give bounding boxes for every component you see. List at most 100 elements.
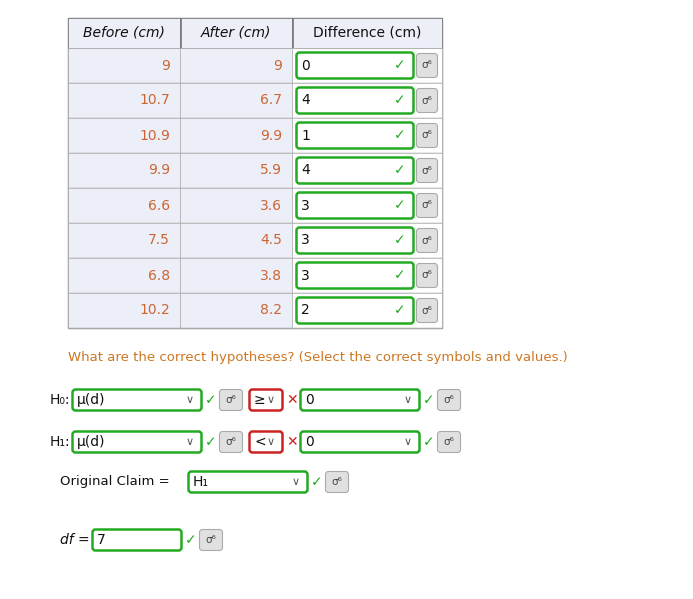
Text: 3.6: 3.6	[260, 198, 282, 213]
Bar	[68, 18, 180, 48]
Text: ✓: ✓	[394, 304, 406, 317]
Text: ∨: ∨	[186, 437, 194, 447]
Text: 3: 3	[301, 198, 310, 213]
Text: ✕: ✕	[286, 435, 297, 449]
FancyBboxPatch shape	[297, 53, 414, 78]
Text: ✓: ✓	[394, 129, 406, 143]
FancyBboxPatch shape	[297, 158, 414, 183]
FancyBboxPatch shape	[416, 89, 437, 113]
FancyBboxPatch shape	[416, 159, 437, 183]
Text: ✓: ✓	[185, 533, 197, 547]
Text: 3.8: 3.8	[260, 268, 282, 283]
Text: ✓: ✓	[394, 234, 406, 247]
FancyBboxPatch shape	[437, 431, 461, 452]
FancyBboxPatch shape	[416, 123, 437, 147]
Text: 1: 1	[301, 129, 310, 143]
Text: 10.2: 10.2	[139, 304, 170, 317]
Text: <: <	[254, 435, 265, 449]
FancyBboxPatch shape	[416, 228, 437, 253]
FancyBboxPatch shape	[416, 298, 437, 322]
FancyBboxPatch shape	[416, 53, 437, 77]
FancyBboxPatch shape	[220, 389, 243, 410]
Text: Difference (cm): Difference (cm)	[313, 26, 421, 40]
Bar	[68, 48, 180, 83]
Text: 0: 0	[301, 59, 310, 72]
Bar	[68, 223, 180, 258]
Bar	[292, 48, 442, 83]
Bar	[292, 18, 293, 328]
Bar	[180, 18, 292, 48]
Text: 9.9: 9.9	[260, 129, 282, 143]
Text: 8.2: 8.2	[260, 304, 282, 317]
Text: ✓: ✓	[311, 475, 323, 489]
Text: Original Claim =: Original Claim =	[60, 476, 170, 489]
FancyBboxPatch shape	[297, 228, 414, 253]
FancyBboxPatch shape	[297, 123, 414, 149]
FancyBboxPatch shape	[297, 262, 414, 289]
Text: ✓: ✓	[423, 393, 435, 407]
Text: df =: df =	[60, 533, 89, 547]
Text: ∨: ∨	[404, 437, 412, 447]
Text: 0: 0	[305, 393, 314, 407]
Bar	[292, 258, 442, 293]
Text: H₁: H₁	[193, 475, 209, 489]
Text: ∨: ∨	[404, 395, 412, 405]
Text: σ⁶: σ⁶	[421, 165, 432, 176]
Text: 10.9: 10.9	[139, 129, 170, 143]
Text: H₁:: H₁:	[50, 435, 71, 449]
FancyBboxPatch shape	[326, 471, 349, 492]
Text: 9: 9	[161, 59, 170, 72]
Bar	[68, 258, 180, 293]
Bar	[292, 188, 442, 223]
FancyBboxPatch shape	[73, 389, 202, 410]
FancyBboxPatch shape	[92, 530, 182, 550]
Bar	[180, 293, 292, 328]
Text: 9.9: 9.9	[148, 164, 170, 177]
Text: 2: 2	[301, 304, 310, 317]
Bar	[180, 48, 292, 83]
FancyBboxPatch shape	[297, 87, 414, 113]
Text: 3: 3	[301, 268, 310, 283]
Bar	[292, 83, 442, 118]
Text: 4: 4	[301, 164, 310, 177]
FancyBboxPatch shape	[220, 431, 243, 452]
FancyBboxPatch shape	[416, 264, 437, 288]
Text: H₀:: H₀:	[50, 393, 71, 407]
Text: ✓: ✓	[394, 164, 406, 177]
Text: ✓: ✓	[394, 93, 406, 107]
FancyBboxPatch shape	[416, 193, 437, 217]
FancyBboxPatch shape	[437, 389, 461, 410]
Text: σ⁶: σ⁶	[421, 95, 432, 105]
Bar	[68, 118, 180, 153]
Text: ✓: ✓	[394, 59, 406, 72]
Text: μ(d): μ(d)	[77, 393, 105, 407]
Text: ✓: ✓	[205, 435, 217, 449]
Text: 9: 9	[273, 59, 282, 72]
Bar	[68, 153, 180, 188]
Bar	[292, 18, 442, 48]
Text: 3: 3	[301, 234, 310, 247]
Text: σ⁶: σ⁶	[421, 131, 432, 141]
Bar	[68, 48, 442, 49]
Text: 6.8: 6.8	[148, 268, 170, 283]
FancyBboxPatch shape	[301, 431, 419, 452]
Text: ∨: ∨	[267, 395, 275, 405]
Text: σ⁶: σ⁶	[206, 535, 216, 545]
Text: σ⁶: σ⁶	[421, 305, 432, 316]
Text: What are the correct hypotheses? (Select the correct symbols and values.): What are the correct hypotheses? (Select…	[68, 352, 568, 365]
Bar	[292, 153, 442, 188]
Text: σ⁶: σ⁶	[225, 395, 236, 405]
Text: σ⁶: σ⁶	[444, 437, 455, 447]
Text: ✓: ✓	[394, 198, 406, 213]
Bar	[68, 18, 442, 328]
Text: ✓: ✓	[205, 393, 217, 407]
Text: σ⁶: σ⁶	[421, 235, 432, 246]
Bar	[180, 153, 292, 188]
Text: 0: 0	[305, 435, 314, 449]
Text: ✕: ✕	[286, 393, 297, 407]
Text: 6.7: 6.7	[260, 93, 282, 107]
Bar	[180, 258, 292, 293]
Bar	[68, 188, 180, 223]
Bar	[292, 223, 442, 258]
Bar	[292, 293, 442, 328]
